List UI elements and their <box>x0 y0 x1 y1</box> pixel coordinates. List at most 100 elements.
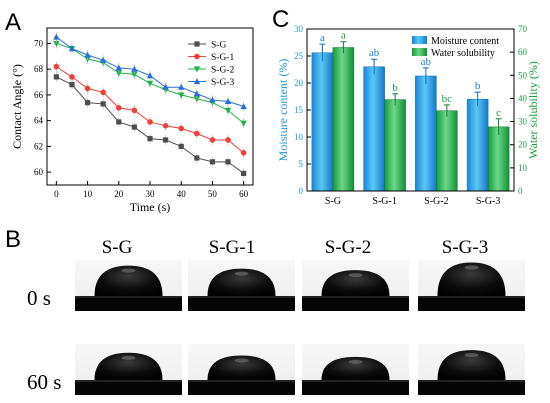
solubility-bar <box>487 126 510 192</box>
chart-a-point <box>99 56 107 63</box>
moisture-bar <box>415 75 437 192</box>
chart-c-left-tick-label: 15 <box>294 105 304 115</box>
droplet-image <box>75 260 182 311</box>
droplet-highlight <box>121 355 136 360</box>
substrate <box>418 296 525 311</box>
chart-a-point <box>131 124 137 130</box>
substrate <box>75 380 182 395</box>
droplet-image <box>302 344 409 395</box>
chart-a-point <box>193 90 201 97</box>
chart-c-left-tick-label: 20 <box>294 78 304 88</box>
substrate <box>188 296 295 311</box>
moisture-significance-letter: ab <box>421 56 432 68</box>
solubility-bar <box>436 110 458 192</box>
chart-a-point <box>53 33 60 40</box>
chart-a-point <box>241 170 247 177</box>
chart-a-point <box>116 119 122 125</box>
time-row-label: 60 s <box>27 370 61 394</box>
chart-a-y-tick-label: 70 <box>34 38 44 48</box>
chart-a-series <box>53 32 247 179</box>
chart-a-point <box>53 40 60 47</box>
chart-a-x-tick-label: 20 <box>114 189 124 199</box>
droplet-highlight <box>464 353 479 358</box>
solubility-significance-letter: b <box>392 82 398 94</box>
chart-a-point <box>162 123 169 129</box>
chart-a-y-tick-label: 68 <box>34 64 44 74</box>
panel-label-b: B <box>5 226 21 253</box>
chart-a-point <box>146 80 154 87</box>
chart-c-left-tick-label: 0 <box>299 186 304 196</box>
chart-a-point <box>178 125 185 132</box>
chart-c-left-tick-label: 25 <box>294 51 304 61</box>
chart-a-point <box>194 130 200 137</box>
water-droplet <box>437 262 506 296</box>
sample-column-label: S-G <box>102 237 133 258</box>
chart-a-y-tick-label: 62 <box>34 141 43 151</box>
chart-a-point <box>194 41 200 47</box>
chart-a-x-tick-label: 10 <box>83 189 93 199</box>
chart-a-legend-label: S-G-3 <box>211 78 234 88</box>
droplet-images: B S-G S-G-1 S-G-2 S-G-3 0 s 60 s <box>5 226 525 395</box>
contact-angle-chart: A 0 10 20 30 40 50 60 60 62 64 66 68 70 S-G S-G-1 S-G-… <box>5 9 254 214</box>
sample-column-label: S-G-2 <box>325 237 371 258</box>
chart-a-point <box>240 103 247 110</box>
chart-c-left-tick-label: 30 <box>294 24 304 34</box>
chart-a-point <box>53 74 59 80</box>
chart-a-point <box>68 45 76 52</box>
chart-a-y-tick-label: 60 <box>34 167 44 177</box>
droplet-highlight <box>121 268 136 273</box>
droplet-highlight <box>234 358 249 363</box>
chart-c-right-tick-label: 60 <box>518 47 528 57</box>
droplet-image-grid: S-G S-G-1 S-G-2 S-G-3 0 s 60 s <box>27 237 525 395</box>
chart-a-point <box>178 92 185 99</box>
droplet-image <box>188 344 295 395</box>
chart-c-left-axis-label: Moisture content (%) <box>276 59 290 162</box>
moisture-significance-letter: ab <box>369 47 380 59</box>
time-row-label: 0 s <box>27 286 51 310</box>
chart-a-point <box>147 136 153 142</box>
chart-a-point <box>162 83 169 90</box>
chart-a-point <box>115 104 122 111</box>
droplet-image <box>188 260 295 311</box>
chart-c-legend-swatch <box>412 48 427 56</box>
chart-a-point <box>194 155 200 161</box>
chart-a-point <box>225 137 231 143</box>
water-droplet <box>321 270 390 296</box>
solubility-bar <box>332 47 355 192</box>
solubility-significance-letter: bc <box>442 93 453 105</box>
chart-a-point <box>131 71 138 78</box>
chart-a-point <box>194 53 200 60</box>
substrate <box>302 380 409 395</box>
chart-a-point <box>163 137 169 143</box>
solubility-bar <box>384 99 406 192</box>
moisture-bar <box>363 66 385 192</box>
moisture-significance-letter: a <box>320 32 325 44</box>
water-droplet <box>207 355 276 380</box>
chart-c-right-tick-label: 20 <box>518 140 528 150</box>
chart-c-right-tick-label: 30 <box>518 117 528 127</box>
substrate <box>418 380 525 395</box>
chart-a-x-tick-label: 40 <box>177 189 187 199</box>
water-droplet <box>321 356 390 380</box>
chart-c-right-axis-label: Water solubility (%) <box>526 61 540 159</box>
panel-label-c: C <box>272 6 289 33</box>
chart-a-point <box>147 119 153 125</box>
chart-c-category-label: S-G-2 <box>424 196 448 207</box>
water-droplet <box>437 350 506 380</box>
chart-a-point <box>178 143 184 149</box>
chart-a-point <box>193 96 201 103</box>
water-droplet <box>94 352 163 380</box>
droplet-image <box>75 344 182 395</box>
chart-c-right-tick-label: 50 <box>518 70 528 80</box>
chart-a-point <box>240 150 247 156</box>
substrate <box>188 380 295 395</box>
chart-a-point <box>224 97 232 104</box>
chart-a-legend: S-G S-G-1 S-G-2 S-G-3 <box>188 41 234 88</box>
chart-a-point <box>225 159 231 165</box>
chart-a-y-tick-label: 64 <box>34 116 44 126</box>
chart-a-point <box>240 120 247 127</box>
chart-a-point <box>115 70 122 77</box>
